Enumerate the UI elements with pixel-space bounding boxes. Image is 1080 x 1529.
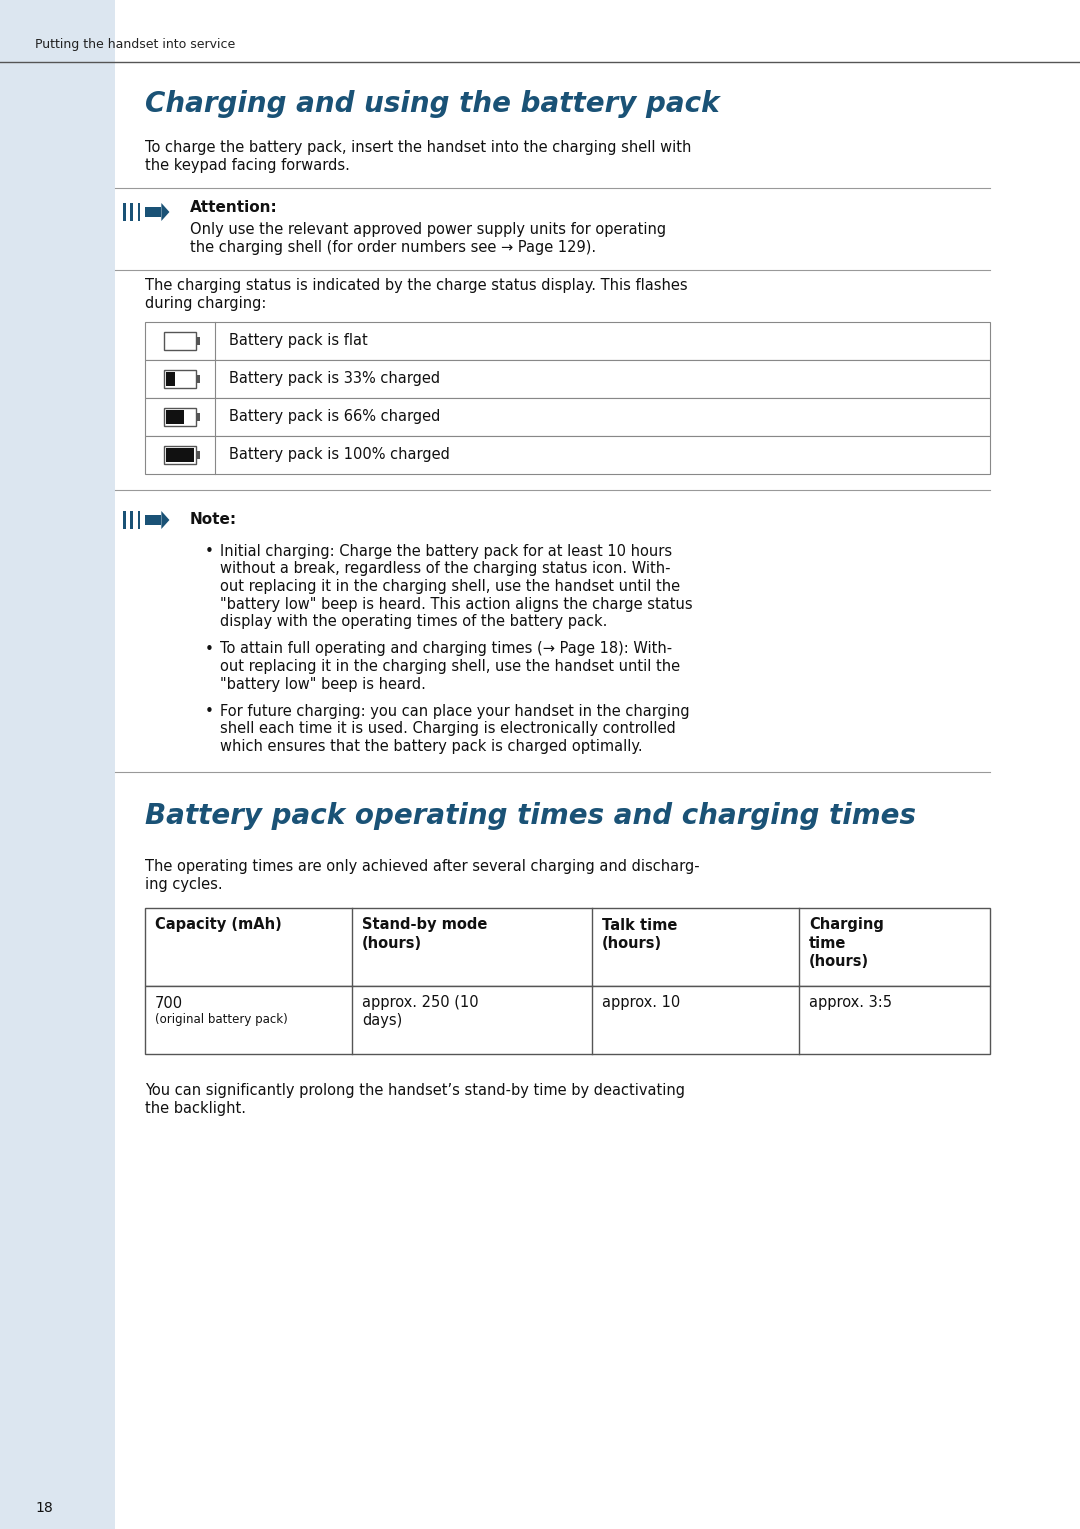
Bar xyxy=(195,376,200,382)
Text: Only use the relevant approved power supply units for operating: Only use the relevant approved power sup… xyxy=(190,222,666,237)
Bar xyxy=(131,511,133,529)
Text: (original battery pack): (original battery pack) xyxy=(156,1014,287,1026)
Bar xyxy=(145,436,990,474)
Text: Charging and using the battery pack: Charging and using the battery pack xyxy=(145,90,719,118)
Text: out replacing it in the charging shell, use the handset until the: out replacing it in the charging shell, … xyxy=(220,579,680,593)
Bar xyxy=(131,203,133,222)
Text: To attain full operating and charging times (→ Page 18): With-: To attain full operating and charging ti… xyxy=(220,642,672,656)
Text: which ensures that the battery pack is charged optimally.: which ensures that the battery pack is c… xyxy=(220,739,643,754)
Text: during charging:: during charging: xyxy=(145,297,267,310)
Text: You can significantly prolong the handset’s stand-by time by deactivating: You can significantly prolong the handse… xyxy=(145,1084,685,1098)
Bar xyxy=(164,408,195,427)
Text: Putting the handset into service: Putting the handset into service xyxy=(35,38,235,50)
Text: approx. 3:5: approx. 3:5 xyxy=(809,995,892,1011)
Bar xyxy=(145,359,990,398)
Text: Note:: Note: xyxy=(190,512,238,528)
Bar xyxy=(138,511,140,529)
Text: (hours): (hours) xyxy=(602,936,662,951)
Text: (hours): (hours) xyxy=(362,936,422,951)
Bar xyxy=(145,323,990,359)
Bar xyxy=(166,410,185,424)
Text: Capacity (mAh): Capacity (mAh) xyxy=(156,917,282,933)
Polygon shape xyxy=(161,203,170,222)
Text: days): days) xyxy=(362,1014,403,1029)
Bar xyxy=(0,0,114,1529)
Text: Stand-by mode: Stand-by mode xyxy=(362,917,487,933)
Text: •: • xyxy=(205,642,214,656)
Polygon shape xyxy=(161,511,170,529)
Bar xyxy=(145,398,990,436)
Text: Battery pack operating times and charging times: Battery pack operating times and chargin… xyxy=(145,801,916,830)
Bar xyxy=(166,448,194,462)
Text: Attention:: Attention: xyxy=(190,200,278,216)
Text: 18: 18 xyxy=(35,1501,53,1515)
Text: Battery pack is 66% charged: Battery pack is 66% charged xyxy=(229,410,441,425)
Text: (hours): (hours) xyxy=(809,954,869,968)
Bar xyxy=(145,206,161,217)
Text: Talk time: Talk time xyxy=(602,917,677,933)
Bar xyxy=(164,370,195,388)
Text: Battery pack is 33% charged: Battery pack is 33% charged xyxy=(229,372,441,387)
Bar xyxy=(138,203,140,222)
Bar xyxy=(145,515,161,524)
Text: time: time xyxy=(809,936,847,951)
Text: "battery low" beep is heard. This action aligns the charge status: "battery low" beep is heard. This action… xyxy=(220,596,692,612)
Text: •: • xyxy=(205,544,214,560)
Text: To charge the battery pack, insert the handset into the charging shell with: To charge the battery pack, insert the h… xyxy=(145,141,691,154)
Bar xyxy=(145,908,990,986)
Text: approx. 250 (10: approx. 250 (10 xyxy=(362,995,478,1011)
Bar xyxy=(195,338,200,344)
Bar xyxy=(195,451,200,459)
Bar xyxy=(123,203,125,222)
Bar xyxy=(195,413,200,420)
Bar xyxy=(164,332,195,350)
Text: The operating times are only achieved after several charging and discharg-: The operating times are only achieved af… xyxy=(145,859,700,875)
Bar xyxy=(166,372,175,385)
Text: without a break, regardless of the charging status icon. With-: without a break, regardless of the charg… xyxy=(220,561,671,576)
Text: the charging shell (for order numbers see → Page 129).: the charging shell (for order numbers se… xyxy=(190,240,596,255)
Text: The charging status is indicated by the charge status display. This flashes: The charging status is indicated by the … xyxy=(145,278,688,294)
Bar xyxy=(164,446,195,463)
Text: Battery pack is 100% charged: Battery pack is 100% charged xyxy=(229,448,450,462)
Text: approx. 10: approx. 10 xyxy=(602,995,680,1011)
Bar xyxy=(145,986,990,1053)
Text: Charging: Charging xyxy=(809,917,885,933)
Text: ing cycles.: ing cycles. xyxy=(145,878,222,893)
Text: the keypad facing forwards.: the keypad facing forwards. xyxy=(145,157,350,173)
Text: Initial charging: Charge the battery pack for at least 10 hours: Initial charging: Charge the battery pac… xyxy=(220,544,672,560)
Text: •: • xyxy=(205,703,214,719)
Text: shell each time it is used. Charging is electronically controlled: shell each time it is used. Charging is … xyxy=(220,722,676,737)
Text: For future charging: you can place your handset in the charging: For future charging: you can place your … xyxy=(220,703,690,719)
Text: 700: 700 xyxy=(156,995,184,1011)
Text: display with the operating times of the battery pack.: display with the operating times of the … xyxy=(220,615,607,628)
Text: out replacing it in the charging shell, use the handset until the: out replacing it in the charging shell, … xyxy=(220,659,680,674)
Bar xyxy=(123,511,125,529)
Text: the backlight.: the backlight. xyxy=(145,1101,246,1116)
Text: Battery pack is flat: Battery pack is flat xyxy=(229,333,368,349)
Text: "battery low" beep is heard.: "battery low" beep is heard. xyxy=(220,676,426,691)
